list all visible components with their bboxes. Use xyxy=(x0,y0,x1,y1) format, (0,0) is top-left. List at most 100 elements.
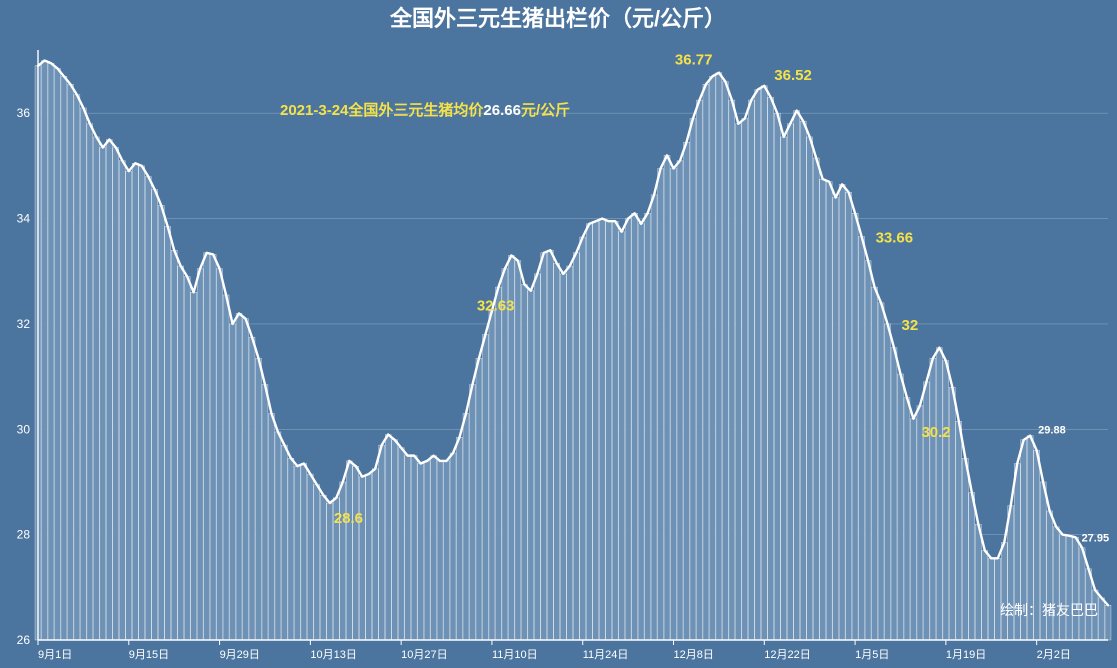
fill-bar xyxy=(943,361,949,640)
fill-bar xyxy=(781,137,787,640)
fill-bar xyxy=(288,458,294,640)
fill-bar xyxy=(528,291,534,640)
fill-bar xyxy=(580,237,586,640)
fill-bar xyxy=(411,456,417,640)
x-tick-label: 9月1日 xyxy=(38,649,72,661)
chart-svg: 2628303234369月1日9月15日9月29日10月13日10月27日11… xyxy=(0,0,1117,668)
chart-title: 全国外三元生猪出栏价（元/公斤） xyxy=(389,6,726,31)
fill-bar xyxy=(74,95,80,640)
fill-bar xyxy=(398,448,404,640)
fill-bar xyxy=(606,221,612,640)
fill-bar xyxy=(1066,536,1072,640)
x-tick-label: 12月8日 xyxy=(674,649,714,661)
fill-bar xyxy=(729,100,735,640)
fill-bar xyxy=(463,413,469,640)
fill-bar xyxy=(885,324,891,640)
fill-bar xyxy=(593,221,599,640)
fill-bar xyxy=(1073,537,1079,640)
fill-bar xyxy=(975,524,981,640)
value-annotation: 36.77 xyxy=(675,52,713,69)
fill-bar xyxy=(567,266,573,640)
fill-bar xyxy=(119,161,125,640)
fill-bar xyxy=(709,76,715,640)
fill-bar xyxy=(431,456,437,640)
fill-bar xyxy=(586,224,592,640)
x-tick-label: 10月27日 xyxy=(401,649,447,661)
fill-bar xyxy=(632,213,638,640)
fill-bar xyxy=(625,219,631,640)
fill-bar xyxy=(106,140,112,640)
fill-bar xyxy=(982,550,988,640)
fill-bar xyxy=(139,166,145,640)
fill-bar xyxy=(372,469,378,640)
fill-bar xyxy=(962,458,968,640)
fill-bar xyxy=(178,266,184,640)
value-annotation: 32.63 xyxy=(477,298,515,315)
y-tick-label: 34 xyxy=(17,212,31,226)
fill-bar xyxy=(658,169,664,640)
fill-bar xyxy=(541,253,547,640)
value-annotation: 28.6 xyxy=(334,510,363,527)
fill-bar xyxy=(1105,605,1111,640)
fill-bar xyxy=(359,477,365,640)
fill-bar xyxy=(833,198,839,641)
fill-bar xyxy=(67,84,73,640)
fill-bar xyxy=(722,82,728,640)
x-tick-label: 1月5日 xyxy=(855,649,889,661)
fill-bar xyxy=(126,171,132,640)
y-tick-label: 26 xyxy=(17,633,31,647)
fill-bar xyxy=(677,161,683,640)
fill-bar xyxy=(800,121,806,640)
fill-bar xyxy=(307,474,313,640)
value-annotation: 32 xyxy=(902,317,919,334)
fill-bar xyxy=(42,61,48,640)
x-tick-label: 12月22日 xyxy=(764,649,810,661)
fill-bar xyxy=(100,147,106,640)
fill-bar xyxy=(1008,506,1014,640)
fill-bar xyxy=(638,224,644,640)
fill-bar xyxy=(742,118,748,640)
fill-bar xyxy=(761,86,767,640)
value-annotation: 36.52 xyxy=(774,67,812,84)
fill-bar xyxy=(80,108,86,640)
chart-credit: 绘制：猪友巴巴 xyxy=(1000,602,1098,618)
fill-bar xyxy=(878,303,884,640)
fill-bar xyxy=(898,374,904,640)
fill-bar xyxy=(813,158,819,640)
x-tick-label: 10月13日 xyxy=(310,649,356,661)
fill-bar xyxy=(988,558,994,640)
fill-bar xyxy=(703,84,709,640)
fill-bar xyxy=(956,421,962,640)
fill-bar xyxy=(826,182,832,640)
fill-bar xyxy=(872,287,878,640)
fill-bar xyxy=(444,461,450,640)
fill-bar xyxy=(340,482,346,640)
x-tick-label: 11月10日 xyxy=(492,649,538,661)
fill-bar xyxy=(502,269,508,640)
fill-bar xyxy=(794,111,800,640)
fill-bar xyxy=(1099,598,1105,640)
fill-bar xyxy=(191,292,197,640)
fill-bar xyxy=(664,155,670,640)
fill-bar xyxy=(787,124,793,640)
fill-bar xyxy=(275,432,281,640)
fill-bar xyxy=(366,474,372,640)
fill-bar xyxy=(327,503,333,640)
fill-bar xyxy=(846,192,852,640)
fill-bar xyxy=(482,334,488,640)
x-tick-label: 9月15日 xyxy=(129,649,169,661)
fill-bar xyxy=(820,179,826,640)
fill-bar xyxy=(314,485,320,640)
fill-bar xyxy=(716,73,722,640)
hog-price-chart: 2628303234369月1日9月15日9月29日10月13日10月27日11… xyxy=(0,0,1117,668)
fill-bar xyxy=(197,269,203,640)
value-annotation: 33.66 xyxy=(876,229,914,246)
fill-bar xyxy=(281,445,287,640)
fill-bar xyxy=(904,398,910,640)
fill-bar xyxy=(249,337,255,640)
x-tick-label: 9月29日 xyxy=(220,649,260,661)
y-tick-label: 30 xyxy=(17,422,31,436)
fill-bar xyxy=(223,295,229,640)
fill-bar xyxy=(910,419,916,640)
fill-bar xyxy=(470,385,476,640)
